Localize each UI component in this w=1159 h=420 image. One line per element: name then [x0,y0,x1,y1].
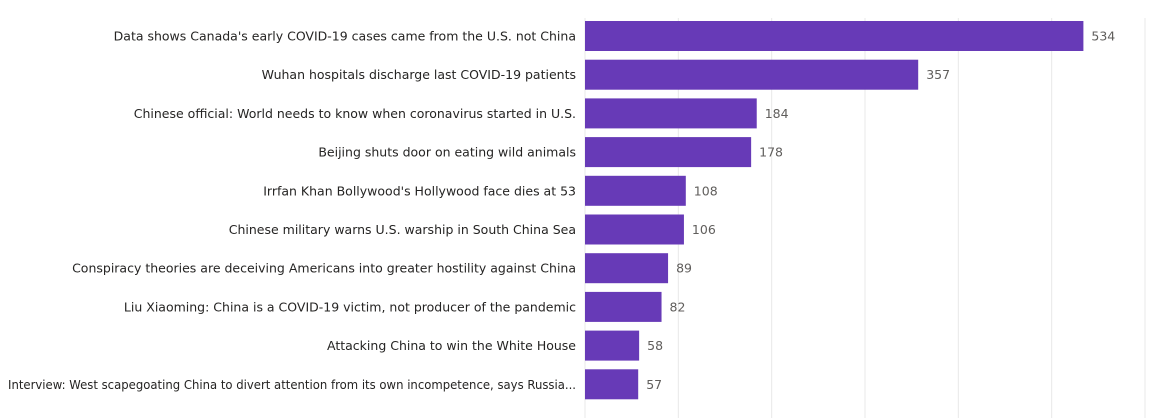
category-label: Beijing shuts door on eating wild animal… [318,145,576,160]
bar[interactable] [585,21,1084,51]
data-label: 178 [759,145,783,160]
category-label: Conspiracy theories are deceiving Americ… [72,261,576,276]
data-label: 108 [694,183,718,198]
bar[interactable] [585,59,919,90]
category-label: Liu Xiaoming: China is a COVID-19 victim… [124,299,576,314]
category-label: Data shows Canada's early COVID-19 cases… [114,29,576,44]
bar[interactable] [585,253,669,284]
category-label: Attacking China to win the White House [327,338,576,353]
bar[interactable] [585,175,686,206]
category-label: Irrfan Khan Bollywood's Hollywood face d… [263,183,576,198]
data-label: 89 [676,261,692,276]
data-label: 184 [765,106,789,121]
data-label: 58 [647,338,663,353]
data-label: 82 [670,299,686,314]
data-labels: 534 357 184 178 108 106 89 82 58 57 [646,29,1115,392]
bar[interactable] [585,137,752,168]
bar[interactable] [585,369,639,400]
data-label: 534 [1091,29,1115,44]
data-label: 106 [692,222,716,237]
bars [585,21,1084,400]
bar[interactable] [585,214,684,245]
category-label: Chinese military warns U.S. warship in S… [229,222,576,237]
bar[interactable] [585,330,640,361]
category-label: Interview: West scapegoating China to di… [8,377,576,392]
category-labels: Data shows Canada's early COVID-19 cases… [8,29,576,392]
data-label: 357 [926,67,950,82]
data-label: 57 [646,377,662,392]
bar[interactable] [585,291,662,322]
bar[interactable] [585,98,757,129]
category-label: Chinese official: World needs to know wh… [134,106,576,121]
category-label: Wuhan hospitals discharge last COVID-19 … [262,67,576,82]
